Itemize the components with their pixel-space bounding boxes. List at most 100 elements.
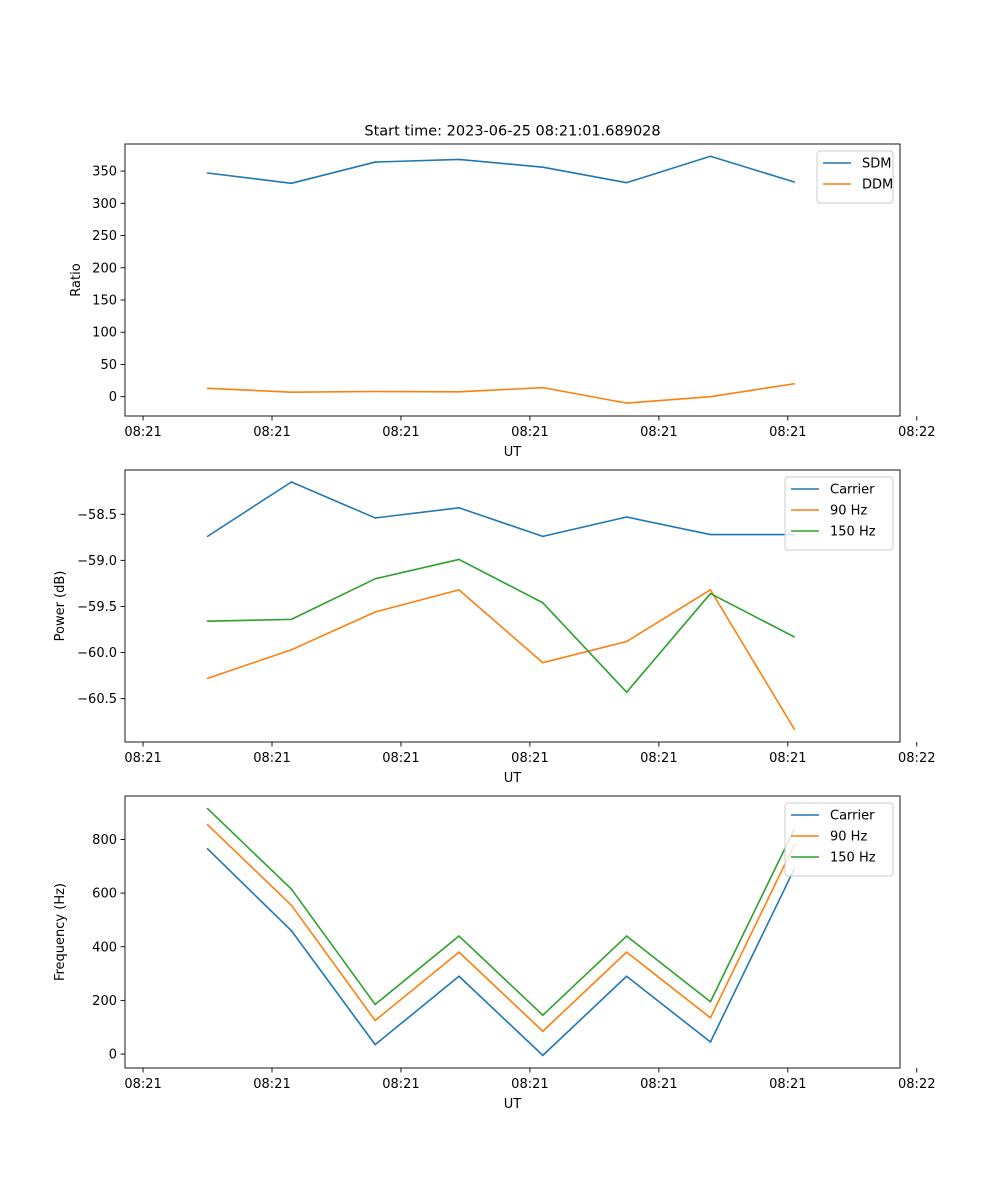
x-axis-label: UT — [504, 445, 522, 460]
x-tick-label: 08:21 — [511, 425, 548, 440]
ratio-panel: 08:21 08:21 08:21 08:21 08:21 08:21 08:22 0 50 10… — [69, 143, 935, 460]
x-tick-label: 08:21 — [253, 751, 290, 766]
x-tick-label: 08:21 — [640, 425, 677, 440]
data-point-90-hz — [458, 951, 460, 953]
data-point-90-hz — [206, 677, 209, 680]
legend: Carrier 90 Hz 150 Hz — [784, 802, 894, 877]
data-point-150-hz — [458, 935, 460, 937]
y-tick-label: −58.5 — [77, 508, 117, 523]
axes-frame — [124, 469, 901, 743]
data-point-90-hz — [542, 1030, 544, 1033]
data-point-90-hz — [709, 589, 712, 591]
y-tick-label: 250 — [92, 229, 117, 244]
y-tick-label: −60.0 — [77, 646, 117, 661]
data-point-sdm — [542, 166, 544, 169]
data-point-90-hz — [374, 1019, 376, 1022]
data-point-sdm — [458, 158, 460, 161]
legend-label-ddm: DDM — [862, 178, 893, 193]
data-point-carrier — [542, 1054, 544, 1057]
legend: Carrier 90 Hz 150 Hz — [784, 476, 894, 551]
data-point-90-hz — [709, 1017, 712, 1019]
x-tick-label: 08:21 — [382, 1077, 419, 1092]
x-tick-label: 08:22 — [898, 425, 935, 440]
y-tick-label: 300 — [92, 197, 117, 212]
data-point-90-hz — [458, 589, 460, 591]
data-point-150-hz — [290, 888, 293, 890]
data-point-carrier — [374, 517, 376, 519]
x-tick-label: 08:21 — [253, 1077, 290, 1092]
data-point-150-hz — [793, 636, 796, 638]
data-point-carrier — [709, 533, 712, 536]
data-point-carrier — [290, 481, 293, 483]
data-point-150-hz — [625, 935, 628, 937]
x-tick-label: 08:21 — [382, 751, 419, 766]
y-tick-label: 350 — [92, 165, 117, 180]
y-tick-label: 0 — [109, 1048, 117, 1063]
data-point-sdm — [374, 161, 376, 163]
series-line-sdm — [207, 155, 795, 185]
series-line-ddm — [207, 382, 795, 404]
data-point-90-hz — [290, 904, 293, 906]
data-point-carrier — [709, 1041, 712, 1043]
data-point-150-hz — [290, 618, 293, 621]
y-tick-label: −60.5 — [77, 692, 117, 707]
series-line-150-hz — [207, 558, 795, 694]
x-tick-label: 08:21 — [124, 751, 161, 766]
data-point-90-hz — [290, 648, 293, 651]
data-point-ddm — [458, 391, 460, 393]
data-point-90-hz — [625, 640, 628, 643]
y-axis-label: Ratio — [69, 263, 84, 296]
y-tick-label: 600 — [92, 887, 117, 902]
legend-label-90-hz: 90 Hz — [830, 830, 867, 845]
data-point-carrier — [458, 507, 460, 509]
axes-frame — [124, 143, 901, 417]
x-tick-label: 08:21 — [640, 751, 677, 766]
data-point-ddm — [709, 395, 712, 398]
y-tick-label: 150 — [92, 293, 117, 308]
data-point-150-hz — [206, 620, 209, 623]
series-line-90-hz — [206, 824, 795, 1033]
x-tick-label: 08:22 — [898, 751, 935, 766]
data-point-ddm — [374, 390, 376, 393]
data-point-ddm — [206, 387, 209, 390]
data-point-sdm — [206, 172, 209, 174]
data-point-150-hz — [542, 1014, 544, 1016]
data-point-150-hz — [458, 558, 460, 561]
data-point-carrier — [458, 975, 460, 978]
series-line-carrier — [207, 481, 795, 538]
figure-title: Start time: 2023-06-25 08:21:01.689028 — [364, 124, 660, 140]
power-panel: 08:21 08:21 08:21 08:21 08:21 08:21 08:22 −60.5… — [53, 469, 935, 786]
series-line-150-hz — [206, 808, 795, 1016]
data-point-ddm — [625, 402, 628, 404]
x-tick-label: 08:21 — [253, 425, 290, 440]
data-point-sdm — [290, 182, 293, 185]
data-point-150-hz — [374, 578, 376, 580]
data-point-carrier — [542, 535, 544, 538]
frequency-panel: 08:21 08:21 08:21 08:21 08:21 08:21 08:22 0 200 4… — [53, 795, 935, 1112]
y-tick-label: 400 — [92, 940, 117, 955]
series-line-carrier — [206, 848, 795, 1057]
data-point-sdm — [793, 181, 796, 183]
legend: SDM DDM — [816, 150, 894, 204]
axes-frame — [124, 795, 901, 1069]
data-point-carrier — [206, 848, 209, 850]
data-point-carrier — [374, 1043, 376, 1046]
data-point-150-hz — [374, 1003, 376, 1006]
data-point-carrier — [290, 929, 293, 932]
data-point-carrier — [625, 516, 628, 518]
y-axis-label: Frequency (Hz) — [53, 883, 68, 981]
x-axis-label: UT — [504, 1097, 522, 1112]
x-tick-label: 08:22 — [898, 1077, 935, 1092]
data-point-sdm — [709, 155, 712, 158]
data-point-carrier — [625, 975, 628, 978]
x-tick-label: 08:21 — [640, 1077, 677, 1092]
y-tick-label: 200 — [92, 261, 117, 276]
data-point-carrier — [206, 535, 209, 538]
y-tick-label: −59.0 — [77, 554, 117, 569]
data-point-150-hz — [206, 807, 209, 810]
data-point-90-hz — [374, 611, 376, 613]
legend-label-150-hz: 150 Hz — [830, 525, 876, 540]
legend-label-90-hz: 90 Hz — [830, 504, 867, 519]
data-point-90-hz — [542, 661, 544, 664]
data-point-150-hz — [625, 691, 628, 694]
